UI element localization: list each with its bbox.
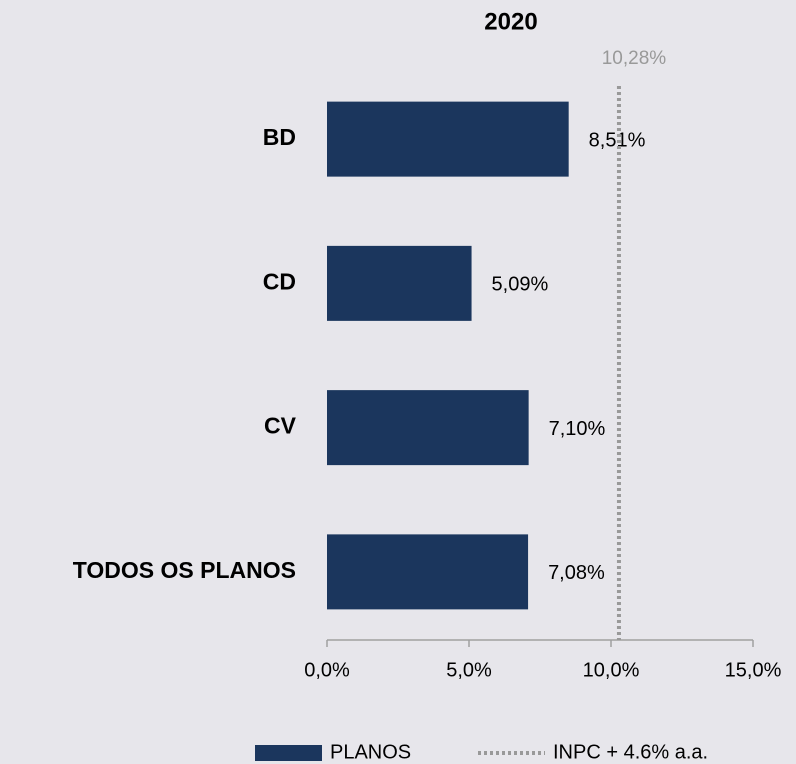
reference-label: 10,28% — [602, 48, 667, 69]
legend-label: INPC + 4.6% a.a. — [553, 741, 708, 763]
legend-label: PLANOS — [330, 741, 411, 763]
category-label: CV — [264, 413, 297, 439]
category-label: TODOS OS PLANOS — [73, 557, 296, 583]
x-tick-label: 5,0% — [446, 659, 492, 681]
category-label: CD — [263, 268, 296, 294]
value-label: 5,09% — [492, 274, 549, 296]
value-label: 7,08% — [548, 562, 605, 584]
category-label: BD — [263, 124, 296, 150]
chart-title: 2020 — [484, 8, 537, 35]
bar — [327, 534, 529, 610]
x-tick-label: 10,0% — [583, 659, 640, 681]
x-tick-label: 15,0% — [725, 659, 782, 681]
value-label: 7,10% — [549, 418, 606, 440]
x-tick-label: 0,0% — [304, 659, 350, 681]
legend-swatch — [255, 745, 322, 761]
bar — [327, 390, 529, 466]
bar — [327, 101, 569, 177]
bar — [327, 245, 472, 321]
